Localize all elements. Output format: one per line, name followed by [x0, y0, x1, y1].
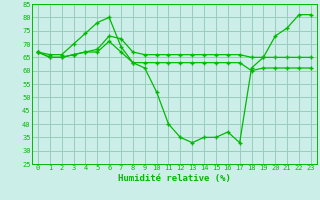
X-axis label: Humidité relative (%): Humidité relative (%) [118, 174, 231, 183]
